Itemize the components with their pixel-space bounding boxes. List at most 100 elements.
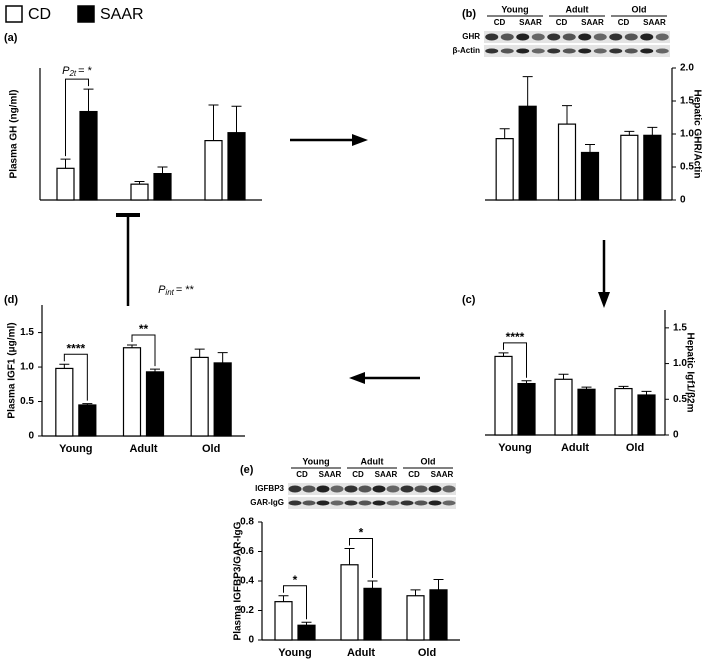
arrow-head: [349, 372, 365, 384]
bar: [213, 362, 232, 437]
annotation-subscript: int: [165, 288, 174, 297]
x-tick-label: Adult: [561, 442, 589, 454]
significance-bracket: [349, 538, 373, 578]
bar: [637, 394, 656, 436]
blot-band: [500, 33, 514, 41]
y-tick-label: 0.2: [240, 605, 254, 616]
blot-band: [316, 500, 330, 506]
y-tick-label: 0.5: [673, 394, 687, 405]
blot-band: [302, 485, 316, 493]
blot-band: [428, 485, 442, 493]
annotation-subscript: 2t: [68, 69, 76, 78]
blot-lane-label: CD: [618, 18, 630, 27]
error-bar: [217, 352, 228, 363]
error-bar: [60, 158, 71, 169]
blot-band: [330, 485, 344, 493]
x-tick-label: Old: [202, 443, 220, 455]
blot-band: [485, 48, 499, 54]
blot-band: [485, 33, 499, 41]
error-bar: [150, 368, 160, 372]
significance-bracket: [283, 585, 307, 620]
error-bar: [231, 105, 242, 133]
error-bar: [618, 385, 629, 389]
bar: [122, 347, 142, 437]
blot-band: [640, 33, 654, 41]
blot-lane-label: SAAR: [581, 18, 604, 27]
y-tick-label: 0.4: [240, 576, 254, 587]
error-bar: [641, 390, 652, 395]
error-bar: [194, 348, 205, 358]
error-bar: [82, 403, 93, 405]
blot-lane-label: SAAR: [319, 470, 342, 479]
blot-band: [358, 500, 372, 506]
significance-bracket: [65, 78, 89, 157]
y-tick-label: 0: [28, 431, 34, 442]
bar: [643, 134, 662, 201]
y-tick-label: 1.0: [20, 362, 34, 373]
blot-band: [288, 485, 302, 493]
blot-lane-label: SAAR: [643, 18, 666, 27]
error-bar: [647, 126, 658, 136]
y-axis-label: Plasma IGF1 (μg/ml): [7, 322, 18, 418]
blot-band: [400, 485, 414, 493]
annotation-symbol: P: [62, 65, 70, 77]
blot-band: [562, 33, 576, 41]
blot-strip: [484, 45, 670, 57]
blot-band: [655, 33, 669, 41]
blot-band: [640, 48, 654, 54]
blot-band: [609, 48, 623, 54]
bar: [363, 587, 382, 641]
x-tick-label: Old: [418, 647, 436, 659]
arrows: [116, 134, 610, 384]
bar: [190, 356, 209, 437]
bar: [557, 123, 577, 201]
bar: [429, 589, 448, 641]
bar: [153, 173, 172, 201]
panel-label: (d): [4, 294, 18, 306]
bar: [577, 388, 596, 436]
blot-group-label: Young: [501, 4, 528, 14]
x-tick-label: Young: [498, 442, 531, 454]
blot-band: [330, 500, 344, 506]
blot-row-label: β-Actin: [452, 46, 480, 55]
blot-band: [414, 500, 428, 506]
bar: [204, 140, 223, 201]
y-axis-label: Hepatic GHR/Actin: [691, 90, 702, 179]
y-tick-label: 0: [680, 195, 686, 206]
legend-label: SAAR: [100, 6, 144, 23]
blot-band: [302, 500, 316, 506]
y-axis-label: Hepatic Igf1/β2m: [684, 332, 695, 412]
error-bar: [127, 344, 137, 348]
blot-row-label: GHR: [462, 32, 480, 41]
blot-band: [344, 500, 358, 506]
blot-band: [562, 48, 576, 54]
annotation-text: = *: [78, 65, 92, 77]
blot-band: [344, 485, 358, 493]
blot-band: [414, 485, 428, 493]
error-bar: [498, 352, 509, 357]
y-tick-label: 1.0: [673, 358, 687, 369]
blot-band: [372, 500, 386, 506]
blot-band: [593, 33, 607, 41]
error-bar: [521, 380, 532, 384]
blot-lane-label: SAAR: [431, 470, 454, 479]
significance-bracket: [503, 342, 527, 378]
error-bar: [157, 166, 168, 174]
blot-lane-label: CD: [494, 18, 506, 27]
bar: [297, 624, 316, 641]
y-tick-label: 0: [248, 635, 254, 646]
blot-band: [442, 485, 456, 493]
blot-band: [442, 500, 456, 506]
blot-band: [500, 48, 514, 54]
error-bar: [499, 128, 510, 139]
y-tick-label: 0.6: [240, 546, 254, 557]
blot-lane-label: CD: [556, 18, 568, 27]
y-tick-label: 0.5: [680, 162, 694, 173]
blot-band: [531, 48, 545, 54]
blot-lane-label: CD: [296, 470, 308, 479]
blot-group-label: Old: [421, 456, 436, 466]
error-bar: [344, 548, 355, 565]
error-bar: [208, 104, 219, 141]
bar: [620, 134, 639, 201]
x-tick-label: Old: [626, 442, 644, 454]
